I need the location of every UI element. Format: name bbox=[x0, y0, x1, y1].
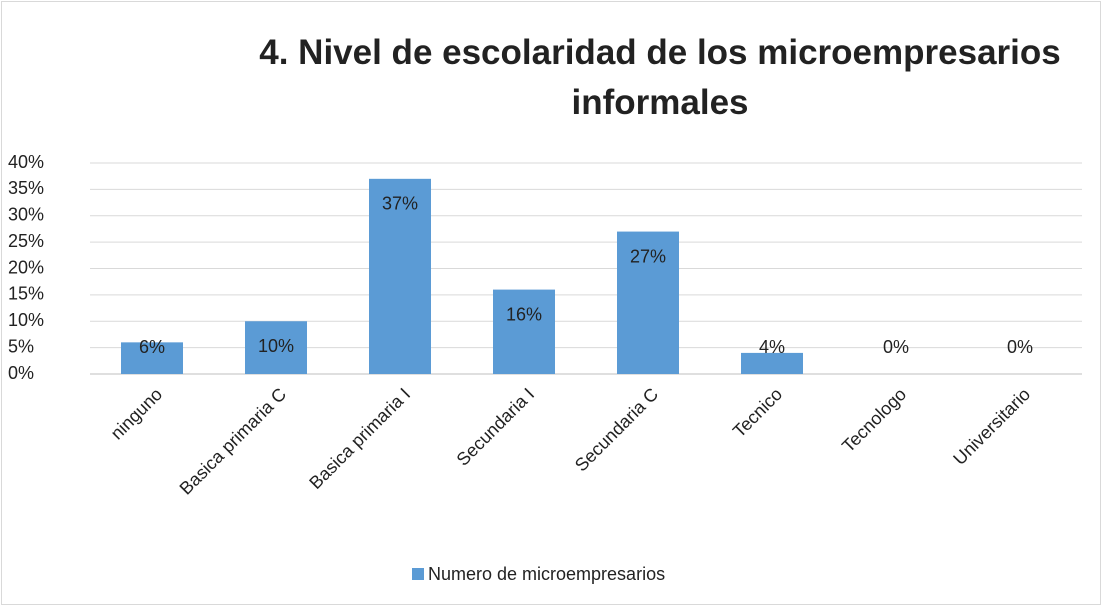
data-label: 0% bbox=[883, 337, 909, 357]
bar bbox=[245, 321, 307, 374]
chart-title: 4. Nivel de escolaridad de los microempr… bbox=[259, 33, 1060, 122]
y-tick-label: 35% bbox=[8, 178, 44, 198]
data-label: 4% bbox=[759, 337, 785, 357]
y-tick-label: 5% bbox=[8, 336, 34, 356]
bar bbox=[617, 231, 679, 374]
data-label: 16% bbox=[506, 304, 542, 324]
legend-label: Numero de microempresarios bbox=[428, 564, 665, 584]
y-tick-label: 0% bbox=[8, 363, 34, 383]
bar bbox=[493, 289, 555, 374]
legend-swatch bbox=[412, 568, 424, 580]
bar bbox=[121, 342, 183, 374]
y-tick-label: 40% bbox=[8, 152, 44, 172]
data-label: 6% bbox=[139, 337, 165, 357]
y-tick-label: 10% bbox=[8, 310, 44, 330]
data-label: 10% bbox=[258, 336, 294, 356]
data-label: 0% bbox=[1007, 337, 1033, 357]
y-tick-label: 30% bbox=[8, 205, 44, 225]
bar bbox=[369, 178, 431, 374]
y-tick-label: 20% bbox=[8, 257, 44, 277]
y-tick-label: 25% bbox=[8, 231, 44, 251]
y-tick-label: 15% bbox=[8, 284, 44, 304]
data-label: 27% bbox=[630, 246, 666, 266]
data-label: 37% bbox=[382, 194, 418, 214]
bar bbox=[741, 352, 803, 374]
